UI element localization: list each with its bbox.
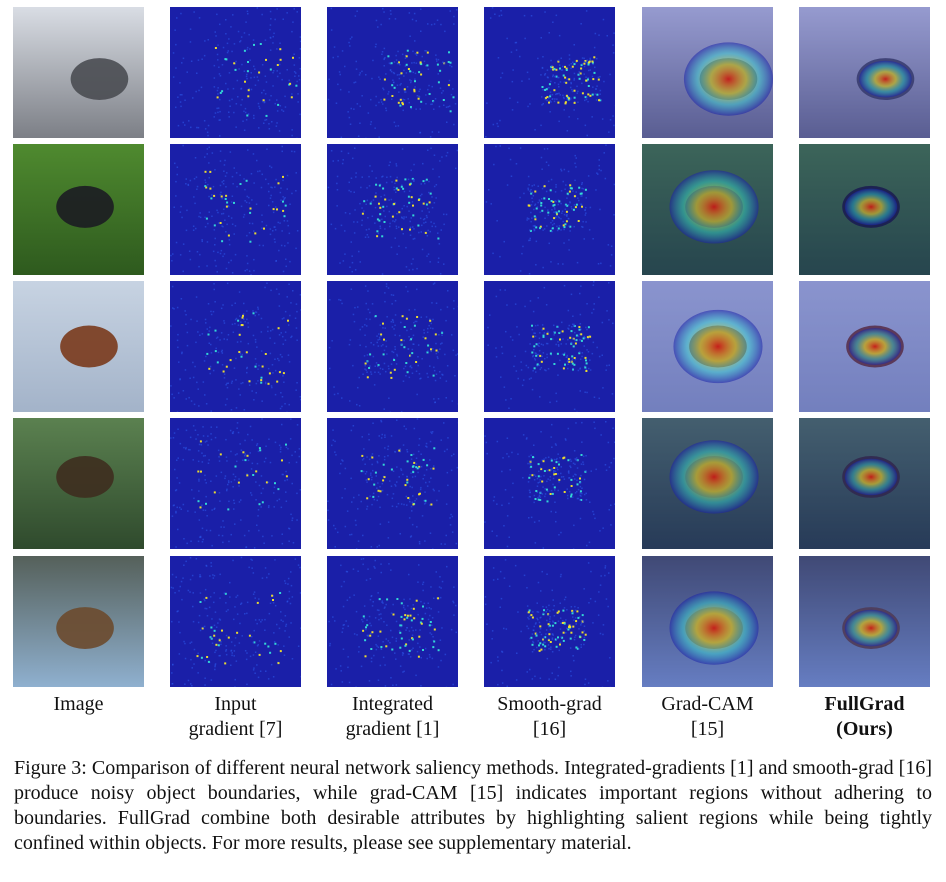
tile-street-cyclist-integrated-gradient [327,7,458,138]
input-photo [13,556,144,687]
saliency-map [484,144,615,275]
column-label-smooth-grad: Smooth-grad [16] [475,692,625,742]
input-photo [13,418,144,549]
saliency-map [170,281,301,412]
saliency-map [170,144,301,275]
tile-spider-integrated-gradient [327,556,458,687]
column-label-line: gradient [7] [188,718,283,740]
column-label-line: Smooth-grad [497,693,602,715]
tile-bee-eater-smooth-grad [484,418,615,549]
tile-spider-image [13,556,144,687]
tile-dog-on-grass-input-gradient [170,144,301,275]
tile-bird-of-prey-grad-cam [642,281,773,412]
input-photo [13,144,144,275]
saliency-blob [844,458,898,496]
saliency-map [642,7,773,138]
column-label-line: Grad-CAM [661,693,754,715]
saliency-map [327,7,458,138]
saliency-blob [669,440,759,514]
saliency-map [327,418,458,549]
input-photo [13,7,144,138]
column-label-grad-cam: Grad-CAM [15] [633,692,783,742]
tile-bee-eater-fullgrad [799,418,930,549]
saliency-map [170,7,301,138]
saliency-map [642,556,773,687]
tile-bird-of-prey-fullgrad [799,281,930,412]
column-label-input-gradient: Input gradient [7] [161,692,311,742]
tile-dog-on-grass-image [13,144,144,275]
saliency-blob [669,591,759,665]
tile-spider-grad-cam [642,556,773,687]
figure-caption: Figure 3: Comparison of different neural… [14,757,932,854]
saliency-map [327,556,458,687]
saliency-blob [844,188,898,226]
saliency-map [642,144,773,275]
saliency-map [484,418,615,549]
tile-bee-eater-grad-cam [642,418,773,549]
tile-bee-eater-image [13,418,144,549]
tile-dog-on-grass-grad-cam [642,144,773,275]
tile-dog-on-grass-fullgrad [799,144,930,275]
tile-bird-of-prey-image [13,281,144,412]
saliency-map [799,418,930,549]
saliency-blob [844,609,898,647]
saliency-map [484,7,615,138]
saliency-map [484,281,615,412]
tile-street-cyclist-fullgrad [799,7,930,138]
tile-bee-eater-integrated-gradient [327,418,458,549]
column-label-image: Image [4,692,154,717]
saliency-map [170,556,301,687]
saliency-map [484,556,615,687]
saliency-map [642,281,773,412]
saliency-blob [848,328,902,365]
column-label-integrated-gradient: Integrated gradient [1] [318,692,468,742]
tile-street-cyclist-input-gradient [170,7,301,138]
tile-bird-of-prey-input-gradient [170,281,301,412]
saliency-blob [669,170,759,244]
photo-subject [56,455,114,498]
saliency-blob [673,309,763,384]
input-photo [13,281,144,412]
column-label-line: (Ours) [836,718,893,740]
column-label-line: [15] [690,718,725,740]
saliency-map [642,418,773,549]
column-label-fullgrad: FullGrad (Ours) [790,692,940,742]
saliency-map [799,556,930,687]
photo-subject [56,607,114,650]
saliency-blob [859,60,912,98]
saliency-map [327,144,458,275]
tile-bee-eater-input-gradient [170,418,301,549]
column-label-line: Image [53,693,104,715]
tile-bird-of-prey-smooth-grad [484,281,615,412]
saliency-figure-grid [13,7,930,687]
tile-dog-on-grass-smooth-grad [484,144,615,275]
photo-subject [56,185,114,228]
tile-street-cyclist-smooth-grad [484,7,615,138]
photo-subject [70,58,129,101]
saliency-map [799,144,930,275]
saliency-blob [683,42,773,116]
column-label-line: gradient [1] [345,718,440,740]
tile-street-cyclist-grad-cam [642,7,773,138]
saliency-map [799,281,930,412]
saliency-map [327,281,458,412]
column-label-line: Input [214,693,257,715]
tile-spider-input-gradient [170,556,301,687]
tile-dog-on-grass-integrated-gradient [327,144,458,275]
saliency-map [799,7,930,138]
tile-bird-of-prey-integrated-gradient [327,281,458,412]
photo-subject [60,325,118,368]
tile-spider-smooth-grad [484,556,615,687]
saliency-map [170,418,301,549]
column-label-line: FullGrad [824,693,905,715]
tile-street-cyclist-image [13,7,144,138]
tile-spider-fullgrad [799,556,930,687]
column-label-line: [16] [532,718,567,740]
column-label-line: Integrated [351,693,434,715]
